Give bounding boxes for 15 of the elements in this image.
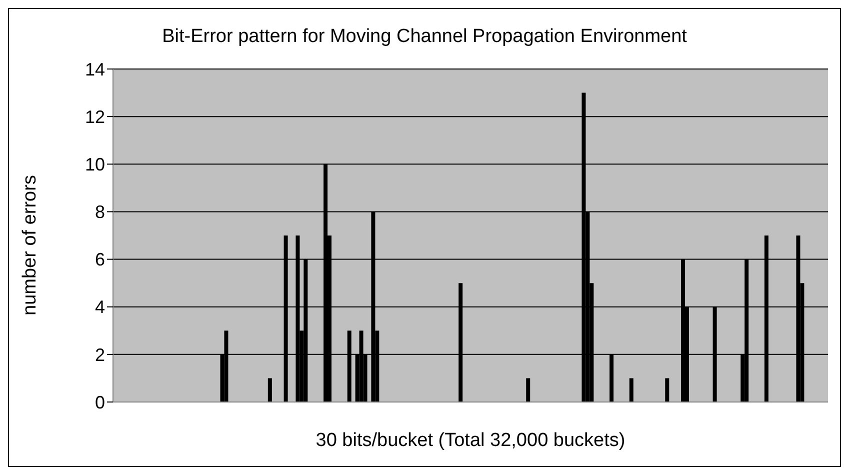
- y-tick-label: 4: [94, 297, 105, 318]
- y-tick-label: 8: [94, 202, 105, 222]
- y-axis-title: number of errors: [20, 175, 41, 316]
- y-tick-label: 12: [84, 106, 105, 127]
- y-tick-label: 0: [94, 392, 105, 412]
- y-tick-label: 10: [84, 154, 105, 175]
- bar: [665, 378, 670, 402]
- y-tick-label: 14: [84, 59, 105, 80]
- y-tick-label: 2: [94, 344, 105, 365]
- x-axis-title: 30 bits/bucket (Total 32,000 buckets): [316, 430, 626, 451]
- y-tick-label: 6: [94, 250, 105, 270]
- chart-title: Bit-Error pattern for Moving Channel Propagation Environment: [161, 26, 688, 48]
- bar: [629, 378, 634, 402]
- bar: [268, 378, 272, 402]
- bar: [526, 378, 530, 402]
